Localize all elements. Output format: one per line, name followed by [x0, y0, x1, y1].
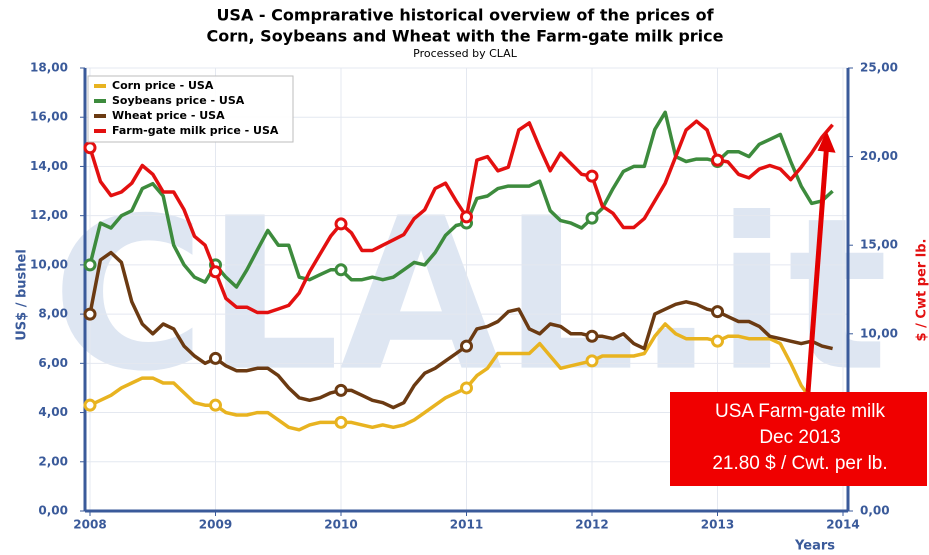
annotation-arrowhead — [817, 130, 836, 153]
series-marker — [585, 329, 599, 343]
annotation-text: Dec 2013 — [759, 427, 840, 448]
x-tick-label: 2008 — [73, 518, 106, 532]
y-tick-label: 10,00 — [30, 257, 68, 271]
annotation-text: 21.80 $ / Cwt. per lb. — [712, 453, 887, 474]
y2-tick-label: 20,00 — [860, 149, 898, 163]
x-tick-label: 2009 — [199, 518, 232, 532]
series-marker — [711, 305, 724, 319]
series-marker — [585, 354, 599, 368]
series-marker — [334, 263, 348, 277]
x-tick-label: 2012 — [575, 518, 608, 532]
legend-box — [87, 75, 294, 143]
series-marker — [460, 210, 473, 224]
y-tick-label: 6,00 — [38, 356, 68, 370]
series-marker — [711, 334, 724, 348]
y-tick-label: 8,00 — [38, 307, 68, 321]
y-tick-label: 18,00 — [30, 61, 68, 75]
x-tick-label: 2013 — [701, 518, 734, 532]
y-tick-label: 2,00 — [38, 454, 68, 468]
x-axis-title: Years — [794, 539, 835, 554]
y-tick-label: 14,00 — [30, 159, 68, 173]
annotation-arrow — [805, 146, 830, 393]
annotation-box — [670, 392, 927, 486]
chart-title: Corn, Soybeans and Wheat with the Farm-g… — [207, 27, 724, 46]
series-marker — [83, 258, 97, 272]
y2-tick-label: 10,00 — [860, 326, 898, 340]
series-marker — [83, 141, 97, 155]
y2-tick-label: 15,00 — [860, 238, 898, 252]
series-marker — [460, 339, 473, 353]
chart-subtitle: Processed by CLAL — [413, 47, 518, 60]
y-tick-label: 4,00 — [38, 405, 68, 419]
legend-swatch — [94, 114, 106, 118]
legend-label: Corn price - USA — [112, 79, 214, 92]
watermark: CLAL.it — [52, 173, 888, 418]
series-marker — [585, 169, 599, 183]
x-tick-label: 2014 — [826, 518, 859, 532]
legend-swatch — [94, 129, 106, 133]
series-marker — [334, 217, 348, 231]
series-marker — [83, 307, 97, 321]
series-marker — [334, 383, 348, 397]
x-tick-label: 2010 — [324, 518, 357, 532]
legend-swatch — [94, 84, 106, 88]
legend-label: Wheat price - USA — [112, 109, 225, 122]
y-tick-label: 16,00 — [30, 110, 68, 124]
series-marker — [460, 381, 473, 395]
series-marker — [209, 265, 222, 279]
chart-title: USA - Comprarative historical overview o… — [216, 6, 714, 25]
x-tick-label: 2011 — [450, 518, 483, 532]
series-marker — [711, 153, 724, 167]
y2-tick-label: 25,00 — [860, 61, 898, 75]
series-marker — [209, 351, 222, 365]
legend-swatch — [94, 99, 106, 103]
y-axis-title: US$ / bushel — [15, 249, 30, 341]
y-tick-label: 12,00 — [30, 208, 68, 222]
legend-label: Soybeans price - USA — [112, 94, 245, 107]
series-marker — [209, 398, 222, 412]
y2-axis-title: $ / Cwt per lb. — [915, 239, 929, 342]
y2-tick-label: 0,00 — [860, 504, 890, 518]
series-marker — [585, 211, 599, 225]
y-tick-label: 0,00 — [38, 504, 68, 518]
series-marker — [334, 415, 348, 429]
annotation-text: USA Farm-gate milk — [715, 401, 885, 422]
series-marker — [83, 398, 97, 412]
legend-label: Farm-gate milk price - USA — [112, 124, 279, 137]
